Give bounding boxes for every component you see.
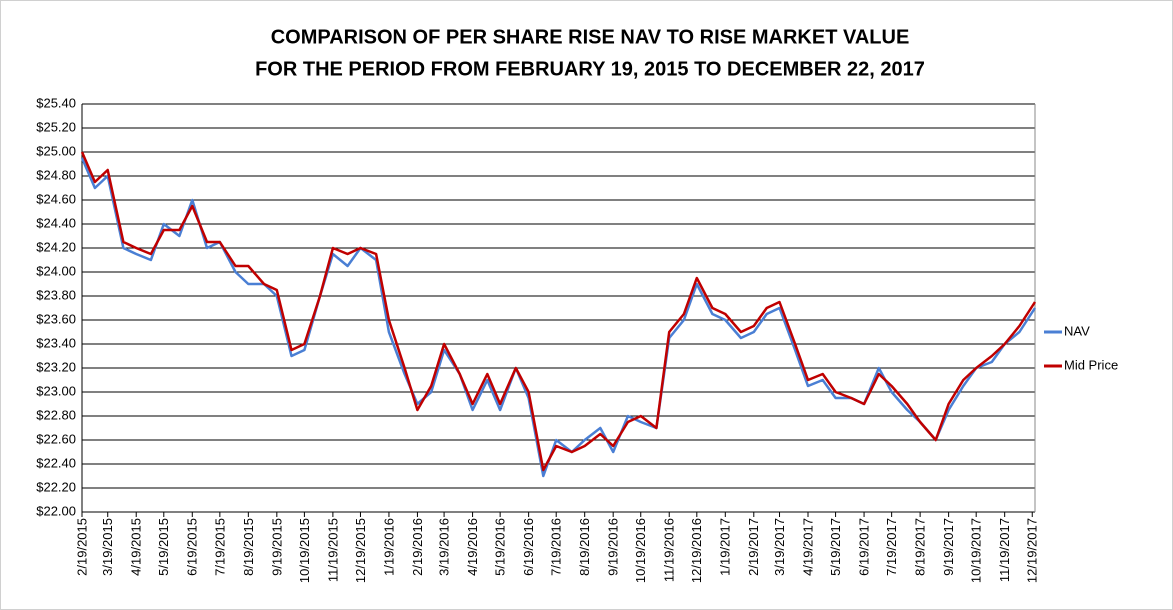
x-tick-label: 1/19/2016 bbox=[381, 518, 396, 576]
x-tick-label: 2/19/2016 bbox=[410, 518, 425, 576]
y-tick-label: $23.00 bbox=[36, 383, 76, 398]
x-tick-label: 10/19/2015 bbox=[297, 518, 312, 583]
y-tick-label: $25.00 bbox=[36, 143, 76, 158]
x-tick-label: 10/19/2016 bbox=[633, 518, 648, 583]
y-tick-label: $24.40 bbox=[36, 215, 76, 230]
x-tick-label: 5/19/2015 bbox=[156, 518, 171, 576]
x-tick-label: 9/19/2017 bbox=[941, 518, 956, 576]
y-tick-label: $23.80 bbox=[36, 287, 76, 302]
y-tick-label: $25.20 bbox=[36, 119, 76, 134]
y-tick-label: $22.80 bbox=[36, 407, 76, 422]
x-tick-label: 7/19/2017 bbox=[884, 518, 899, 576]
x-tick-label: 6/19/2015 bbox=[185, 518, 200, 576]
x-tick-label: 9/19/2015 bbox=[269, 518, 284, 576]
x-tick-label: 12/19/2017 bbox=[1025, 518, 1040, 583]
x-tick-label: 3/19/2017 bbox=[772, 518, 787, 576]
y-tick-label: $22.20 bbox=[36, 479, 76, 494]
y-tick-label: $23.40 bbox=[36, 335, 76, 350]
x-tick-label: 12/19/2016 bbox=[689, 518, 704, 583]
x-tick-label: 6/19/2017 bbox=[857, 518, 872, 576]
x-tick-label: 2/19/2017 bbox=[746, 518, 761, 576]
y-tick-label: $22.60 bbox=[36, 431, 76, 446]
legend-label: Mid Price bbox=[1064, 357, 1118, 372]
y-tick-label: $22.40 bbox=[36, 455, 76, 470]
y-tick-label: $23.60 bbox=[36, 311, 76, 326]
x-tick-label: 5/19/2017 bbox=[828, 518, 843, 576]
x-tick-label: 10/19/2017 bbox=[969, 518, 984, 583]
x-tick-label: 1/19/2017 bbox=[718, 518, 733, 576]
x-tick-label: 4/19/2017 bbox=[800, 518, 815, 576]
x-tick-label: 8/19/2015 bbox=[241, 518, 256, 576]
x-tick-label: 7/19/2016 bbox=[549, 518, 564, 576]
legend-label: NAV bbox=[1064, 323, 1090, 338]
y-tick-label: $24.80 bbox=[36, 167, 76, 182]
x-tick-label: 12/19/2015 bbox=[353, 518, 368, 583]
x-tick-label: 8/19/2016 bbox=[577, 518, 592, 576]
x-tick-label: 3/19/2016 bbox=[437, 518, 452, 576]
x-tick-label: 3/19/2015 bbox=[100, 518, 115, 576]
x-tick-label: 9/19/2016 bbox=[606, 518, 621, 576]
y-tick-label: $24.20 bbox=[36, 239, 76, 254]
x-tick-label: 8/19/2017 bbox=[913, 518, 928, 576]
x-tick-label: 4/19/2016 bbox=[465, 518, 480, 576]
x-tick-label: 5/19/2016 bbox=[493, 518, 508, 576]
y-tick-label: $24.60 bbox=[36, 191, 76, 206]
y-tick-label: $24.00 bbox=[36, 263, 76, 278]
series-line bbox=[80, 151, 1037, 472]
x-tick-label: 11/19/2016 bbox=[662, 518, 677, 582]
y-tick-label: $25.40 bbox=[36, 95, 76, 110]
y-tick-label: $23.20 bbox=[36, 359, 76, 374]
y-tick-label: $22.00 bbox=[36, 503, 76, 518]
chart-title: COMPARISON OF PER SHARE RISE NAV TO RISE… bbox=[271, 26, 910, 48]
x-tick-label: 2/19/2015 bbox=[74, 518, 89, 576]
x-tick-label: 7/19/2015 bbox=[212, 518, 227, 576]
series-line bbox=[80, 157, 1037, 478]
chart-title: FOR THE PERIOD FROM FEBRUARY 19, 2015 TO… bbox=[255, 58, 925, 80]
x-tick-label: 4/19/2015 bbox=[129, 518, 144, 576]
x-tick-label: 6/19/2016 bbox=[521, 518, 536, 576]
x-tick-label: 11/19/2017 bbox=[997, 518, 1012, 582]
x-tick-label: 11/19/2015 bbox=[325, 518, 340, 582]
